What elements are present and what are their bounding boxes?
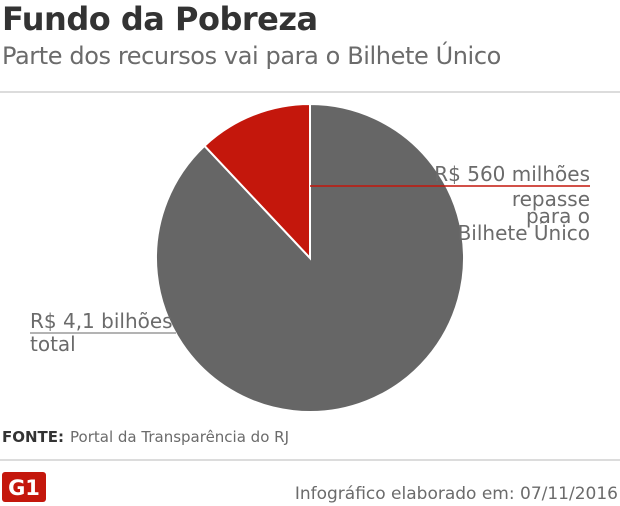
slice-2-value-label: R$ 560 milhões	[434, 162, 590, 186]
source-key: FONTE:	[2, 428, 65, 446]
chart-subtitle: Parte dos recursos vai para o Bilhete Ún…	[2, 42, 501, 70]
slice-2-caption-line: repasse	[512, 187, 590, 211]
g1-logo-text: G1	[8, 476, 40, 500]
bottom-divider	[0, 459, 620, 461]
g1-logo: G1	[2, 472, 46, 502]
slice-2-caption-line: para o	[526, 204, 590, 228]
credit-line: Infográfico elaborado em: 07/11/2016	[294, 484, 618, 504]
source-text: Portal da Transparência do RJ	[70, 428, 289, 446]
source-line: FONTE: Portal da Transparência do RJ	[2, 428, 289, 446]
slice-1-caption: total	[30, 332, 76, 356]
chart-title: Fundo da Pobreza	[2, 0, 318, 38]
slice-1-value-label: R$ 4,1 bilhões	[30, 309, 173, 333]
pie-slice-2	[203, 102, 311, 261]
top-divider	[0, 91, 620, 93]
slice-2-caption-line: Bilhete Único	[458, 221, 590, 245]
